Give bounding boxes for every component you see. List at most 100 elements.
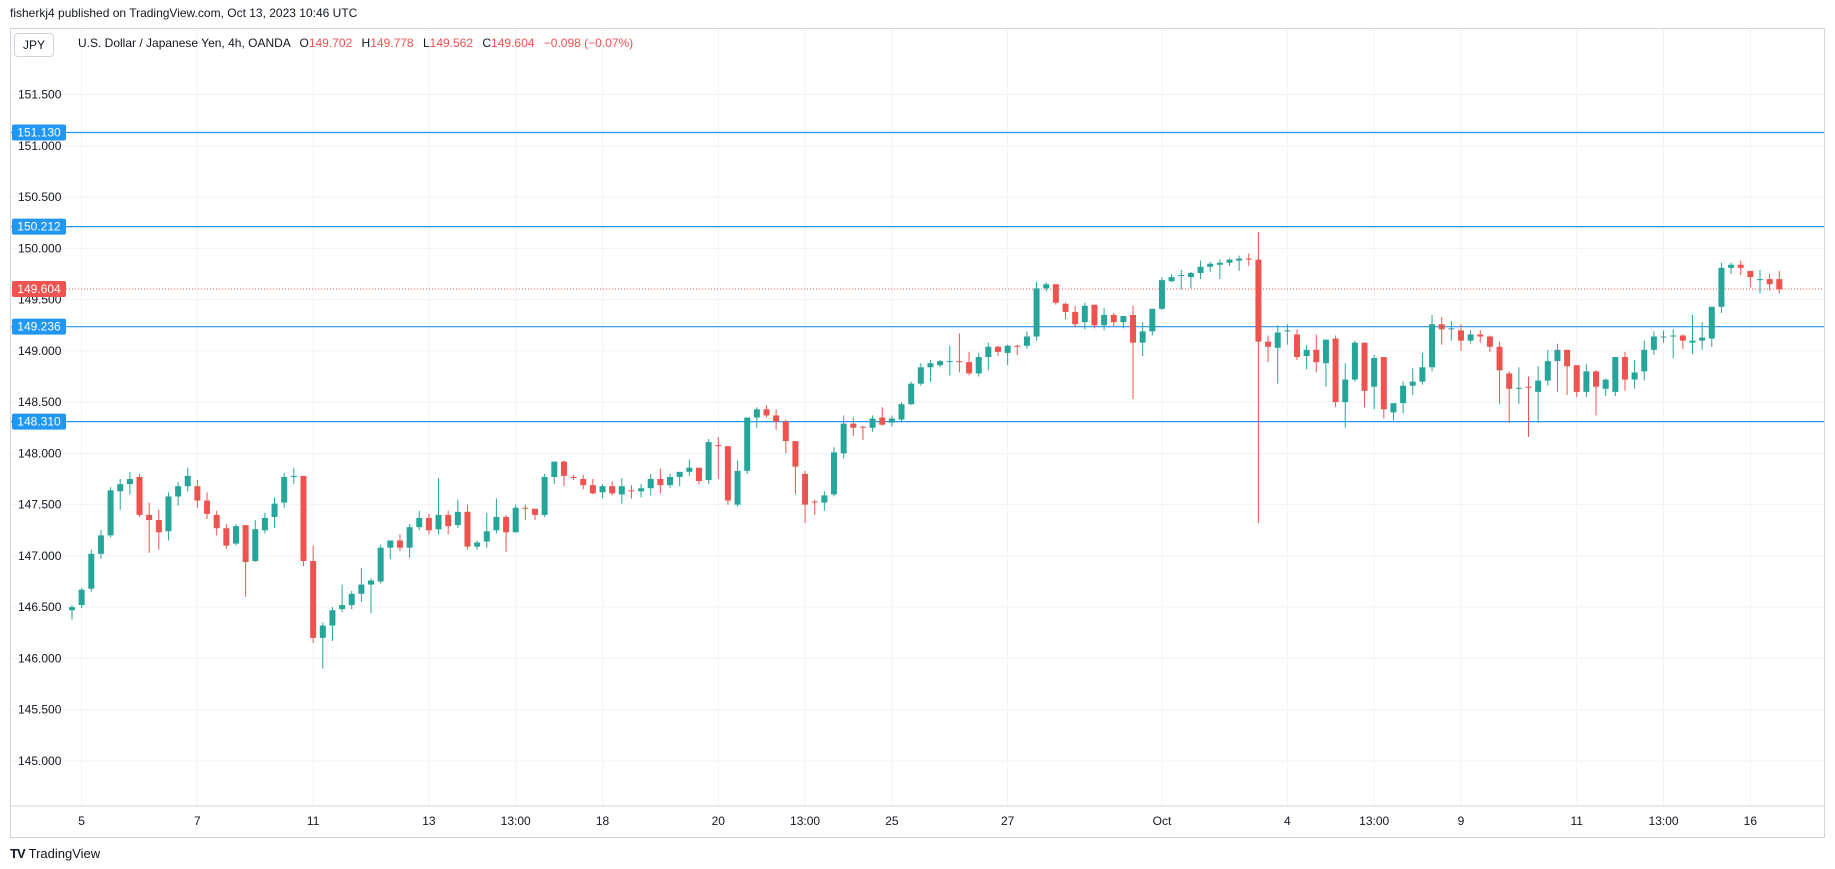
candle-body [435,514,442,530]
candle-down [1130,305,1137,400]
candle-body [1477,334,1484,337]
candle-body [1120,316,1127,323]
candle-up [1120,316,1127,329]
candle-down [242,525,249,597]
candle-up [686,459,693,476]
candle-body [1429,324,1436,368]
candle-up [1544,349,1551,386]
candle-body [1737,264,1744,268]
candle-body [1303,349,1310,356]
candle-body [599,486,606,493]
candle-up [1004,344,1011,366]
candle-down [1525,376,1532,437]
level-price-tag-label: 151.130 [17,126,61,140]
candle-down [425,513,432,535]
candle-up [937,360,944,368]
candle-up [821,491,828,511]
candle-up [1718,262,1725,313]
candle-body [1101,314,1108,326]
candle-body [647,479,654,489]
candle-down [522,504,529,521]
grid-lines [11,29,1824,806]
open-value: 149.702 [308,36,353,50]
price-tick-label: 147.000 [18,549,62,563]
candle-body [464,511,471,547]
candle-body [348,593,355,606]
candle-body [753,409,760,418]
candle-down [464,504,471,550]
candle-body [69,607,75,611]
candle-up [1535,366,1542,423]
candle-down [1486,335,1493,352]
price-tick-label: 150.500 [18,190,62,204]
candle-down [580,474,587,490]
candle-up [676,471,683,487]
candle-body [1014,345,1021,347]
candle-down [570,474,577,481]
candle-up [406,524,413,558]
time-tick-label: 16 [1744,814,1758,828]
price-tick-label: 148.500 [18,395,62,409]
candle-body [589,485,596,494]
candle-body [1689,340,1696,343]
candle-body [1371,358,1378,387]
chart-frame [10,28,1825,838]
candle-up [1284,324,1291,345]
candle-body [425,517,432,531]
series-legend: U.S. Dollar / Japanese Yen, 4h, OANDA O1… [78,36,633,50]
candle-body [88,553,95,589]
candle-body [358,584,365,594]
footer[interactable]: TV TradingView [10,846,100,861]
candle-down [850,417,857,436]
candle-body [1351,342,1358,380]
candle-body [281,476,288,503]
candle-up [1342,363,1349,428]
candle-up [1448,321,1455,341]
candle-body [416,517,423,528]
candle-body [580,479,587,486]
candle-body [454,511,461,526]
candle-body [1207,263,1214,267]
candle-body [1593,371,1600,387]
candle-up [1699,322,1706,350]
candle-body [1062,303,1069,312]
candle-up [319,622,326,669]
candle-body [1168,277,1175,282]
candle-down [715,436,722,480]
candle-body [859,426,866,428]
candle-down [213,510,220,536]
tradingview-logo-icon: TV [10,846,26,861]
candle-up [1515,367,1522,405]
candle-up [638,484,645,498]
candle-down [1737,260,1744,276]
candle-up [493,498,500,534]
candle-down [994,345,1001,356]
candle-up [1178,269,1185,290]
time-tick-label: 11 [307,814,320,828]
candle-down [1380,357,1387,419]
candle-body [97,535,104,554]
candle-up [1650,331,1657,355]
candle-body [1322,339,1329,364]
horizontal-levels[interactable] [11,131,1824,423]
candle-body [503,516,510,533]
candle-down [1313,334,1320,373]
candle-body [840,423,847,454]
candle-up [1043,282,1050,292]
candle-body [319,625,326,638]
candle-body [705,442,712,481]
level-price-tag-label: 150.212 [17,220,61,234]
candle-body [917,367,924,384]
change-value: −0.098 (−0.07%) [543,36,634,50]
candle-up [1429,314,1436,372]
candle-down [194,480,201,508]
symbol-badge[interactable]: JPY [14,33,54,57]
candle-up [1670,329,1677,359]
level-price-tag [12,413,66,430]
candle-down [531,508,538,521]
candle-up [1631,360,1638,389]
candle-body [78,589,85,606]
candle-down [1332,335,1339,408]
candle-down [503,514,510,552]
